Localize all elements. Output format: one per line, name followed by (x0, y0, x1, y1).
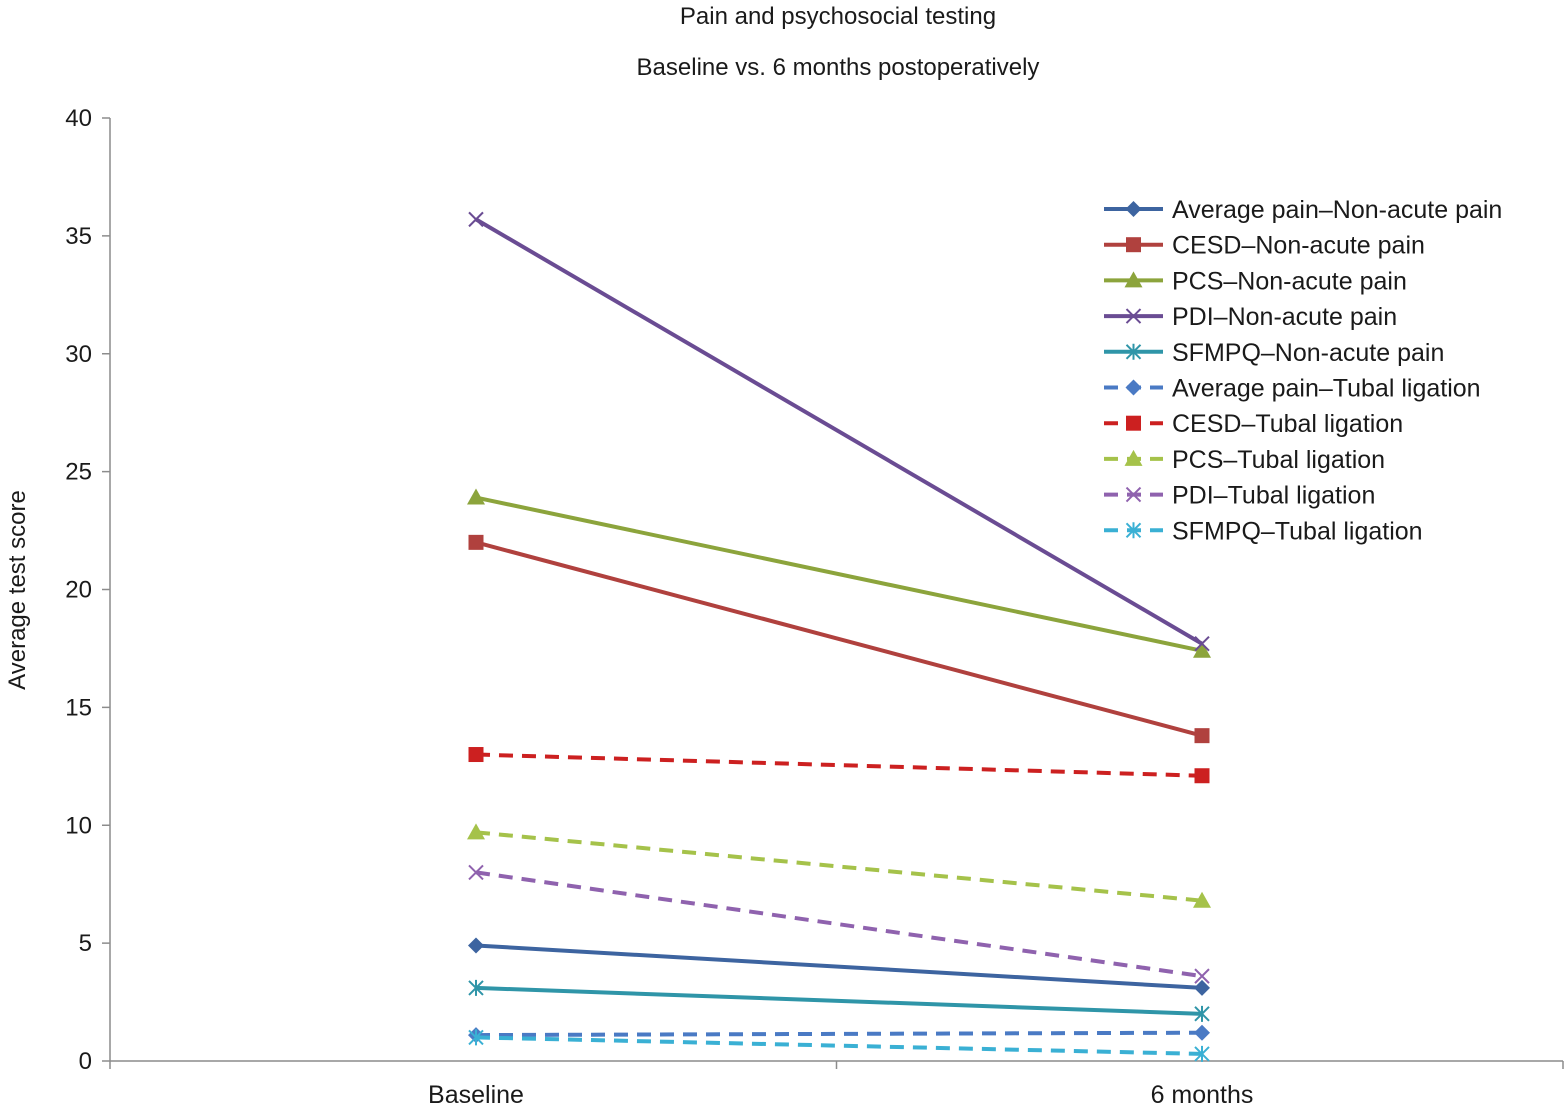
x-tick-label: Baseline (428, 1081, 524, 1109)
legend-marker (1124, 271, 1143, 288)
legend-label: PDI–Non-acute pain (1172, 303, 1397, 331)
legend-label: PDI–Tubal ligation (1172, 482, 1375, 510)
data-point (468, 864, 484, 881)
legend-label: CESD–Non-acute pain (1172, 232, 1425, 260)
legend-marker (1125, 308, 1142, 324)
data-point (1194, 1045, 1210, 1062)
legend-item: Average pain–Non-acute pain (1104, 196, 1502, 224)
legend-item: PCS–Tubal ligation (1104, 446, 1385, 474)
series-7 (467, 823, 1211, 908)
legend-marker (1125, 201, 1142, 217)
data-point (468, 747, 484, 763)
data-point (1194, 968, 1210, 984)
y-tick-label: 20 (65, 577, 92, 604)
data-point (1194, 636, 1210, 652)
series-1 (468, 534, 1210, 744)
data-point (1194, 979, 1210, 996)
series-line (475, 985, 1203, 1016)
legend-label: PCS–Tubal ligation (1172, 446, 1385, 474)
legend-marker (1126, 237, 1141, 253)
series-4 (468, 979, 1210, 1022)
legend-label: Average pain–Non-acute pain (1172, 196, 1502, 224)
data-point (468, 534, 484, 550)
legend-marker (1126, 415, 1141, 431)
series-line (475, 752, 1203, 778)
legend-marker (1125, 343, 1142, 360)
legend-item: CESD–Non-acute pain (1104, 232, 1425, 260)
y-axis-label: Average test score (4, 490, 31, 690)
data-point (467, 823, 485, 840)
chart-subtitle: Baseline vs. 6 months postoperatively (637, 54, 1040, 81)
series-9 (468, 1029, 1210, 1062)
series-line (475, 943, 1203, 990)
series-8 (468, 864, 1210, 984)
series-line (475, 1030, 1203, 1038)
series-0 (468, 937, 1210, 996)
legend-label: PCS–Non-acute pain (1172, 267, 1407, 295)
y-tick-label: 0 (79, 1048, 92, 1075)
series-line (474, 217, 1204, 646)
data-point (1194, 728, 1210, 744)
legend-label: SFMPQ–Non-acute pain (1172, 339, 1444, 367)
legend-label: CESD–Tubal ligation (1172, 410, 1403, 438)
x-tick-label: 6 months (1151, 1081, 1254, 1109)
legend: Average pain–Non-acute pain CESD–Non-acut… (1104, 196, 1502, 545)
legend-item: CESD–Tubal ligation (1104, 410, 1403, 438)
series-3 (468, 211, 1210, 652)
chart-title: Pain and psychosocial testing (680, 3, 996, 30)
legend-item: PDI–Non-acute pain (1104, 303, 1397, 331)
data-point (468, 937, 484, 954)
data-point (468, 979, 484, 996)
data-point (1194, 1024, 1210, 1041)
legend-item: SFMPQ–Non-acute pain (1104, 339, 1444, 367)
data-point (1193, 641, 1211, 658)
series-layer (467, 211, 1211, 1062)
legend-label: SFMPQ–Tubal ligation (1172, 517, 1423, 545)
series-line (475, 495, 1203, 653)
legend-item: SFMPQ–Tubal ligation (1104, 517, 1423, 545)
series-line (475, 830, 1203, 903)
legend-label: Average pain–Tubal ligation (1172, 375, 1481, 403)
legend-marker (1125, 486, 1142, 503)
y-tick-label: 10 (65, 812, 92, 839)
y-tick-label: 40 (65, 105, 92, 132)
series-line (475, 870, 1203, 979)
legend-marker (1125, 522, 1142, 539)
axes: 0 5 10 15 20 25 30 35 40 Baseline 6 months (65, 105, 1564, 1109)
data-point (468, 211, 484, 228)
y-tick-label: 5 (79, 930, 92, 957)
data-point (467, 488, 485, 505)
series-6 (468, 747, 1210, 784)
series-line (475, 1035, 1203, 1056)
y-tick-label: 25 (65, 459, 92, 486)
data-point (468, 1029, 484, 1046)
legend-marker (1125, 379, 1142, 396)
data-point (1194, 768, 1210, 784)
legend-item: Average pain–Tubal ligation (1104, 375, 1481, 403)
y-tick-label: 15 (65, 694, 92, 721)
series-line (475, 540, 1203, 738)
data-point (1193, 891, 1211, 908)
y-tick-label: 35 (65, 223, 92, 250)
y-tick-label: 30 (65, 341, 92, 368)
series-2 (467, 488, 1211, 658)
legend-marker (1124, 449, 1143, 466)
data-point (1194, 1005, 1210, 1022)
legend-item: PCS–Non-acute pain (1104, 267, 1407, 295)
legend-item: PDI–Tubal ligation (1104, 482, 1375, 510)
